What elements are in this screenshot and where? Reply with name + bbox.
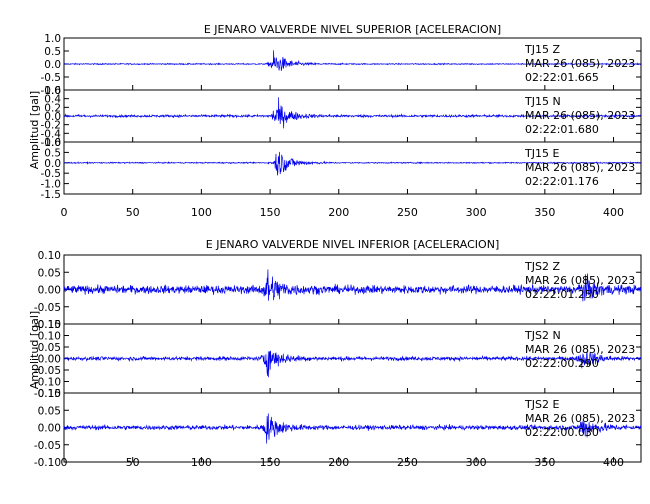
y-tick-label: 0.15 xyxy=(38,319,61,331)
trace-time-label: 02:22:00.030 xyxy=(525,426,599,439)
x-tick-label: 300 xyxy=(466,456,487,469)
y-tick-label: -1.0 xyxy=(41,179,62,191)
y-tick-label: 1.0 xyxy=(44,33,61,45)
y-tick-label: -0.15 xyxy=(34,388,61,400)
waveform-line xyxy=(63,97,642,129)
y-tick-label: 0.0 xyxy=(44,158,61,170)
y-tick-label: 0.10 xyxy=(38,331,61,343)
y-tick-label: -0.2 xyxy=(41,120,62,132)
y-tick-label: -0.5 xyxy=(41,168,62,180)
y-tick-label: -0.05 xyxy=(34,302,61,314)
waveform-line xyxy=(63,350,642,378)
x-tick-label: 150 xyxy=(260,456,281,469)
y-tick-label: -1.5 xyxy=(41,189,62,201)
y-tick-label: -0.10 xyxy=(34,457,61,469)
trace-time-label: 02:22:01.680 xyxy=(525,123,599,136)
x-tick-label: 100 xyxy=(191,206,212,219)
trace-date-label: MAR 26 (085), 2023 xyxy=(525,412,635,425)
panel-frame xyxy=(63,141,642,195)
x-tick-label: 0 xyxy=(61,456,68,469)
y-tick-label: 0.0 xyxy=(44,59,61,71)
y-tick-label: -0.05 xyxy=(34,440,61,452)
y-tick-label: -0.6 xyxy=(41,137,62,149)
y-tick-label: -0.10 xyxy=(34,377,61,389)
y-tick-label: 0.6 xyxy=(44,85,61,97)
y-tick-label: 0.2 xyxy=(44,102,61,114)
trace-date-label: MAR 26 (085), 2023 xyxy=(525,343,635,356)
y-tick-label: -0.5 xyxy=(41,72,62,84)
x-tick-label: 250 xyxy=(397,456,418,469)
y-tick-label: 0.05 xyxy=(38,342,61,354)
x-tick-label: 350 xyxy=(534,456,555,469)
trace-date-label: MAR 26 (085), 2023 xyxy=(525,109,635,122)
y-axis-label: Amplitud [gal] xyxy=(28,91,41,169)
y-tick-label: -0.10 xyxy=(34,319,61,331)
waveform-line xyxy=(63,413,642,444)
trace-date-label: MAR 26 (085), 2023 xyxy=(525,57,635,70)
x-tick-label: 250 xyxy=(397,206,418,219)
x-tick-label: 0 xyxy=(61,206,68,219)
y-tick-label: 0.05 xyxy=(38,405,61,417)
y-tick-label: 0.00 xyxy=(38,354,61,366)
x-tick-label: 150 xyxy=(260,206,281,219)
waveform-line xyxy=(63,50,642,71)
waveform-line xyxy=(63,151,642,176)
x-tick-label: 350 xyxy=(534,206,555,219)
station-component-label: TJS2 N xyxy=(524,329,561,342)
y-tick-label: 0.00 xyxy=(38,423,61,435)
x-tick-label: 50 xyxy=(126,456,140,469)
chart-title: E JENARO VALVERDE NIVEL SUPERIOR [ACELER… xyxy=(204,23,501,36)
y-tick-label: 0.4 xyxy=(44,94,61,106)
y-tick-label: 0.05 xyxy=(38,267,61,279)
x-tick-label: 200 xyxy=(328,456,349,469)
station-component-label: TJS2 E xyxy=(524,398,559,411)
trace-date-label: MAR 26 (085), 2023 xyxy=(525,161,635,174)
x-tick-label: 400 xyxy=(603,206,624,219)
x-tick-label: 50 xyxy=(126,206,140,219)
chart-panel-0: E JENARO VALVERDE NIVEL SUPERIOR [ACELER… xyxy=(28,23,642,219)
y-axis-label: Amplitud [gal] xyxy=(28,311,41,389)
y-tick-label: -0.05 xyxy=(34,365,61,377)
trace-time-label: 02:22:01.176 xyxy=(525,175,599,188)
station-component-label: TJ15 E xyxy=(524,147,559,160)
y-tick-label: 0.5 xyxy=(44,46,61,58)
station-component-label: TJS2 Z xyxy=(524,260,560,273)
station-component-label: TJ15 Z xyxy=(524,43,560,56)
chart-panel-1: E JENARO VALVERDE NIVEL INFERIOR [ACELER… xyxy=(28,238,642,469)
y-tick-label: 0.5 xyxy=(44,147,61,159)
y-tick-label: 0.10 xyxy=(38,250,61,262)
y-tick-label: 1.0 xyxy=(44,137,61,149)
trace-time-label: 02:22:00.290 xyxy=(525,357,599,370)
x-tick-label: 400 xyxy=(603,456,624,469)
y-tick-label: 0.00 xyxy=(38,285,61,297)
y-tick-label: 0.10 xyxy=(38,388,61,400)
x-tick-label: 100 xyxy=(191,456,212,469)
station-component-label: TJ15 N xyxy=(524,95,561,108)
chart-title: E JENARO VALVERDE NIVEL INFERIOR [ACELER… xyxy=(206,238,499,251)
waveform-line xyxy=(63,269,642,302)
x-tick-label: 200 xyxy=(328,206,349,219)
trace-date-label: MAR 26 (085), 2023 xyxy=(525,274,635,287)
trace-time-label: 02:22:01.250 xyxy=(525,288,599,301)
trace-time-label: 02:22:01.665 xyxy=(525,71,599,84)
y-tick-label: 0.0 xyxy=(44,111,61,123)
y-tick-label: -1.0 xyxy=(41,85,62,97)
x-tick-label: 300 xyxy=(466,206,487,219)
y-tick-label: -0.4 xyxy=(41,128,62,140)
